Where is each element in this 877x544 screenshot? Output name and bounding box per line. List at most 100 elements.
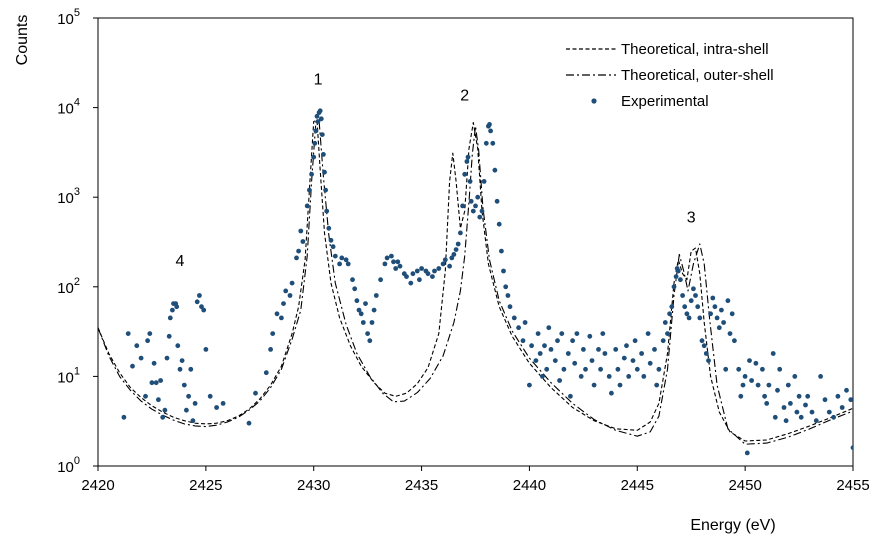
data-point [578,374,584,379]
data-point [465,154,471,160]
data-point [391,259,396,265]
data-point [369,320,375,325]
y-tick-exponent: 5 [74,7,80,19]
data-point [417,277,422,283]
data-point [574,331,580,336]
data-point [617,382,623,388]
data-point [688,298,694,304]
data-point [199,304,204,310]
data-point [337,261,342,267]
data-point [130,363,135,369]
data-point [639,351,644,356]
y-tick-exponent: 2 [74,276,80,288]
data-point [630,358,636,363]
data-point [312,140,318,146]
data-point [813,418,819,424]
data-point [803,402,808,408]
data-point [332,253,338,259]
data-point [468,198,474,204]
legend-label: Theoretical, outer-shell [621,67,774,84]
data-point [477,214,483,220]
data-point [647,360,653,366]
data-point [151,360,157,366]
data-point [540,374,545,379]
data-point [826,409,832,415]
data-point [177,366,183,372]
data-point [395,259,401,265]
data-point [505,293,511,298]
peak-label: 2 [460,88,469,105]
data-point [125,331,131,336]
data-point [464,159,470,164]
data-point [727,331,733,336]
y-tick-base: 10 [57,101,74,118]
data-point [404,274,409,279]
data-point [393,266,399,271]
data-point [160,414,166,420]
data-point [794,409,800,415]
data-point [788,401,793,406]
data-point [762,393,767,399]
data-point [309,171,314,177]
legend-label: Experimental [621,93,709,110]
data-point [354,298,360,304]
data-point [613,347,619,352]
data-point [455,241,461,247]
y-tick-base: 10 [57,369,74,386]
data-point [710,295,716,301]
data-point [559,331,565,336]
data-point [496,221,502,227]
data-point [557,378,562,383]
x-tick-label: 2455 [836,477,869,494]
data-point [174,304,180,310]
data-point [511,315,517,321]
data-point [516,325,521,331]
y-tick-base: 10 [57,11,74,28]
data-point [201,307,207,313]
data-point [190,418,196,424]
data-point [744,450,750,456]
data-point [654,382,660,388]
data-point [721,320,726,325]
data-point [673,274,679,279]
data-point [546,325,552,331]
y-tick-base: 10 [57,280,74,297]
data-point [555,338,560,344]
data-point [742,374,748,379]
x-tick-label: 2425 [189,477,222,494]
data-point [436,266,442,271]
data-point [678,277,683,283]
data-point [360,320,366,325]
data-point [487,122,492,127]
data-point [220,401,226,406]
data-point [382,261,388,267]
data-point [831,414,836,420]
data-point [479,208,485,214]
data-point [149,380,155,386]
data-point [158,378,164,383]
data-point [287,293,293,298]
data-point [522,320,528,325]
series-layer [98,108,853,456]
data-point [419,266,424,271]
data-point [570,338,575,344]
data-point [695,304,701,310]
data-point [170,307,175,313]
peak-label: 4 [176,253,185,270]
data-point [675,268,681,274]
data-point [703,351,709,356]
data-point [772,414,778,420]
data-point [596,347,601,352]
y-tick-label: 105 [57,7,80,28]
data-point [408,280,414,286]
data-point [397,263,403,269]
data-point [384,255,390,261]
data-point [138,355,144,361]
data-point [796,393,802,399]
data-point [179,358,185,363]
data-point [770,351,776,356]
data-point [356,307,362,313]
data-point [350,277,355,283]
data-point [716,325,722,331]
